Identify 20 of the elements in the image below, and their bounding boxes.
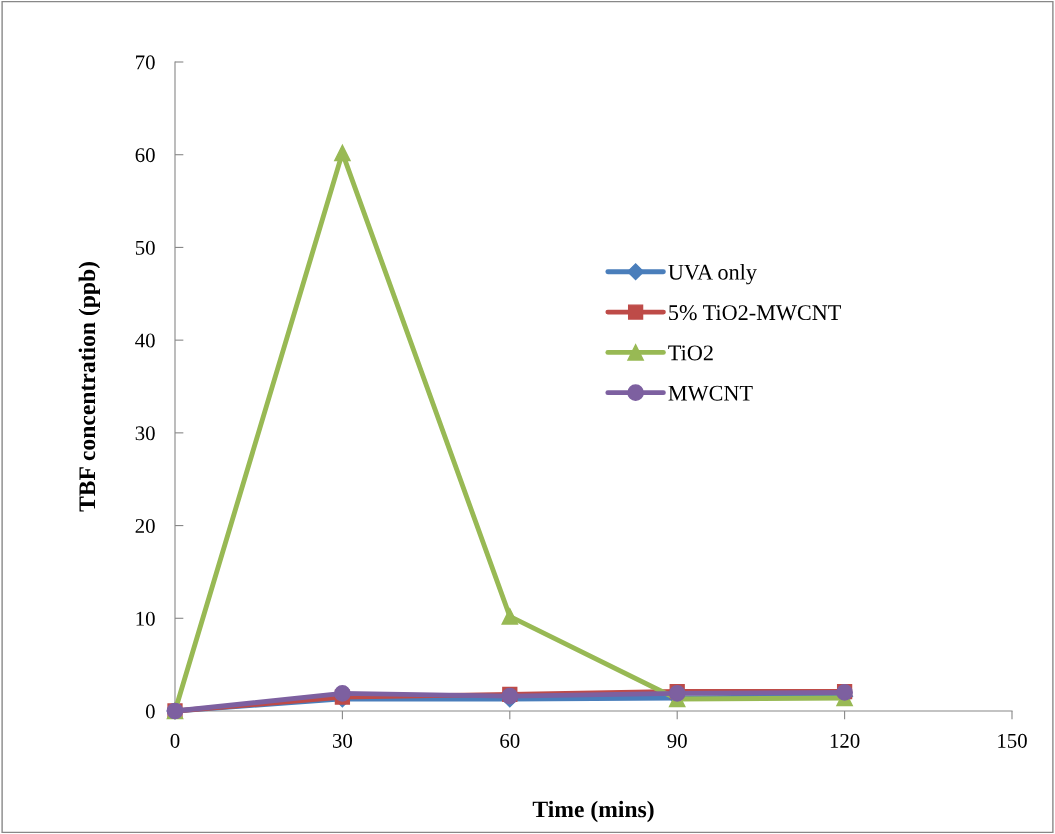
legend-label: UVA only [668,264,757,285]
legend-label: MWCNT [668,385,753,401]
x-tick-label: 150 [998,733,1027,748]
y-tick-label: 50 [135,240,155,255]
y-axis-title: TBF concentration (ppb) [78,262,100,512]
y-tick-label: 20 [135,518,155,533]
legend-label: TiO2 [668,345,713,361]
y-tick-label: 30 [135,426,155,441]
x-tick-label: 0 [170,733,180,748]
x-tick-label: 120 [830,733,860,748]
x-tick-label: 30 [332,733,353,748]
y-tick-label: 60 [135,148,155,163]
y-tick-label: 0 [145,704,155,719]
legend-label: 5% TiO2-MWCNT [669,305,841,321]
y-tick-label: 10 [136,611,155,626]
x-tick-label: 60 [500,733,520,748]
y-tick-label: 70 [136,55,155,70]
x-tick-label: 90 [667,733,687,748]
x-axis-title: Time (mins) [532,800,654,823]
y-tick-label: 40 [135,333,155,348]
